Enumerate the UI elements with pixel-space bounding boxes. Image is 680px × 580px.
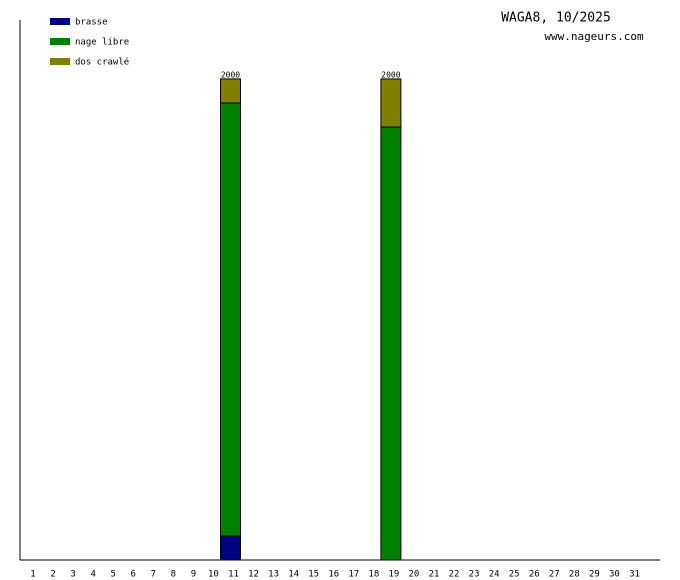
x-tick-label: 30	[609, 570, 620, 580]
x-tick-label: 5	[110, 570, 115, 580]
bar-segment	[380, 78, 402, 128]
x-tick-label: 4	[90, 570, 95, 580]
x-tick-label: 23	[469, 570, 480, 580]
legend-swatch	[50, 38, 70, 45]
x-tick-label: 13	[268, 570, 279, 580]
x-tick-label: 20	[409, 570, 420, 580]
x-tick-label: 18	[368, 570, 379, 580]
x-tick-label: 19	[388, 570, 399, 580]
bar-segment	[380, 126, 402, 561]
x-tick-label: 29	[589, 570, 600, 580]
x-tick-label: 16	[328, 570, 339, 580]
legend-label: brasse	[75, 18, 108, 28]
x-tick-label: 1	[30, 570, 35, 580]
x-tick-label: 31	[629, 570, 640, 580]
bar-segment	[220, 102, 241, 537]
x-tick-label: 21	[429, 570, 440, 580]
x-tick-label: 10	[208, 570, 219, 580]
x-tick-label: 22	[449, 570, 460, 580]
legend-swatch	[50, 58, 70, 65]
x-tick-label: 26	[529, 570, 540, 580]
x-tick-label: 9	[191, 570, 196, 580]
bar-segment	[220, 78, 241, 104]
legend-label: nage libre	[75, 38, 129, 48]
legend-label: dos crawlé	[75, 57, 129, 68]
x-tick-label: 25	[509, 570, 520, 580]
x-tick-label: 2	[50, 570, 55, 580]
x-tick-label: 3	[70, 570, 75, 580]
chart-title: WAGA8, 10/2025	[501, 11, 611, 26]
chart-subtitle: www.nageurs.com	[544, 30, 644, 43]
x-tick-label: 17	[348, 570, 359, 580]
x-tick-label: 12	[248, 570, 259, 580]
x-tick-label: 24	[489, 570, 500, 580]
x-tick-label: 14	[288, 570, 299, 580]
x-tick-label: 28	[569, 570, 580, 580]
total-label: 2000	[381, 70, 400, 79]
x-tick-label: 8	[171, 570, 176, 580]
bar-segment	[220, 535, 241, 561]
x-tick-label: 6	[131, 570, 136, 580]
x-tick-label: 15	[308, 570, 319, 580]
total-label: 2000	[221, 70, 240, 79]
legend-swatch	[50, 18, 70, 25]
x-tick-label: 7	[151, 570, 156, 580]
x-tick-label: 11	[228, 570, 239, 580]
x-tick-label: 27	[549, 570, 560, 580]
